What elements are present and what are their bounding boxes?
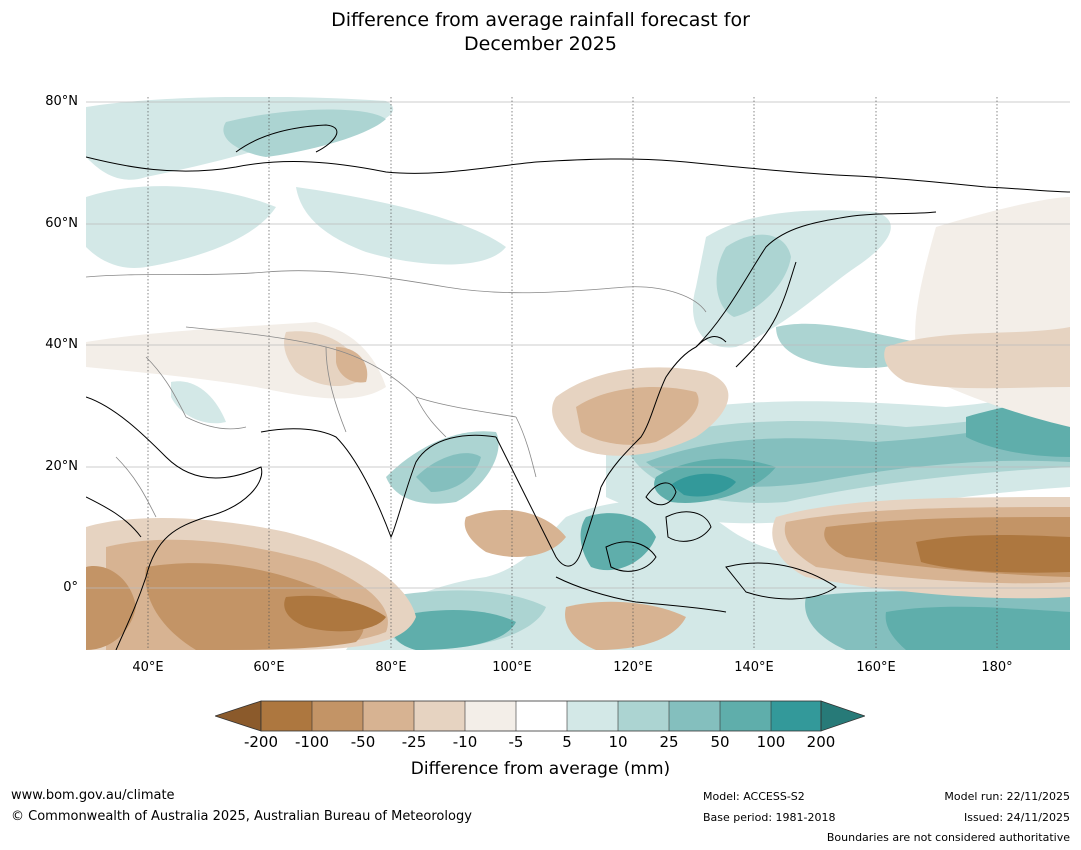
colorbar-arrow-dry xyxy=(215,700,262,732)
meridians xyxy=(147,97,998,650)
colorbar-tick: -5 xyxy=(508,733,524,751)
issued-text: Issued: 24/11/2025 xyxy=(963,811,1070,824)
lon-label-180: 180° xyxy=(981,660,1013,675)
colorbar-tick: -100 xyxy=(294,733,330,751)
website-link[interactable]: www.bom.gov.au/climate xyxy=(11,788,175,803)
colorbar-tick: 50 xyxy=(710,733,730,751)
map-canvas xyxy=(86,97,1070,650)
disclaimer-text: Boundaries are not considered authoritat… xyxy=(826,831,1070,844)
base-period-text: Base period: 1981-2018 xyxy=(703,811,836,824)
colorbar-swatch xyxy=(618,701,669,731)
colorbar-swatch xyxy=(465,701,516,731)
title-line-2: December 2025 xyxy=(464,33,617,55)
colorbar-swatch xyxy=(516,701,567,731)
lat-label-80n: 80°N xyxy=(45,94,78,109)
colorbar-tick: 200 xyxy=(806,733,836,751)
lon-label-40e: 40°E xyxy=(132,660,164,675)
lon-label-80e: 80°E xyxy=(375,660,407,675)
colorbar-swatch xyxy=(414,701,465,731)
lat-label-60n: 60°N xyxy=(45,216,78,231)
colorbar-swatch xyxy=(312,701,363,731)
colorbar-tick: 100 xyxy=(756,733,786,751)
colorbar-swatch xyxy=(261,701,312,731)
dry-anomaly-regions xyxy=(86,197,1070,650)
colorbar-swatch xyxy=(669,701,720,731)
colorbar-arrow-wet xyxy=(820,700,865,732)
lon-label-160e: 160°E xyxy=(856,660,896,675)
model-text: Model: ACCESS-S2 xyxy=(703,790,805,803)
colorbar-label: Difference from average (mm) xyxy=(410,759,671,779)
map-title: Difference from average rainfall forecas… xyxy=(0,8,1081,56)
copyright-text: © Commonwealth of Australia 2025, Austra… xyxy=(11,809,472,824)
lat-label-0: 0° xyxy=(63,580,78,595)
colorbar-tick: -10 xyxy=(452,733,478,751)
coastlines xyxy=(86,124,1070,650)
colorbar-swatch xyxy=(720,701,771,731)
colorbar-tick: 10 xyxy=(608,733,628,751)
lon-label-60e: 60°E xyxy=(253,660,285,675)
colorbar-swatch xyxy=(567,701,618,731)
title-line-1: Difference from average rainfall forecas… xyxy=(331,9,750,31)
colorbar-tick: -25 xyxy=(401,733,427,751)
rainfall-map xyxy=(86,97,1070,650)
lon-label-140e: 140°E xyxy=(734,660,774,675)
colorbar-tick: 5 xyxy=(562,733,572,751)
lat-label-20n: 20°N xyxy=(45,459,78,474)
colorbar-tick: -200 xyxy=(243,733,279,751)
colorbar-swatch xyxy=(363,701,414,731)
lon-label-100e: 100°E xyxy=(492,660,532,675)
colorbar-swatch xyxy=(771,701,821,731)
model-run-text: Model run: 22/11/2025 xyxy=(944,790,1070,803)
lon-label-120e: 120°E xyxy=(613,660,653,675)
colorbar xyxy=(215,700,865,732)
colorbar-tick: -50 xyxy=(350,733,376,751)
country-boundaries xyxy=(86,270,707,518)
lat-label-40n: 40°N xyxy=(45,337,78,352)
wet-anomaly-regions xyxy=(86,97,1070,650)
graticule xyxy=(86,101,1070,589)
colorbar-tick: 25 xyxy=(659,733,679,751)
